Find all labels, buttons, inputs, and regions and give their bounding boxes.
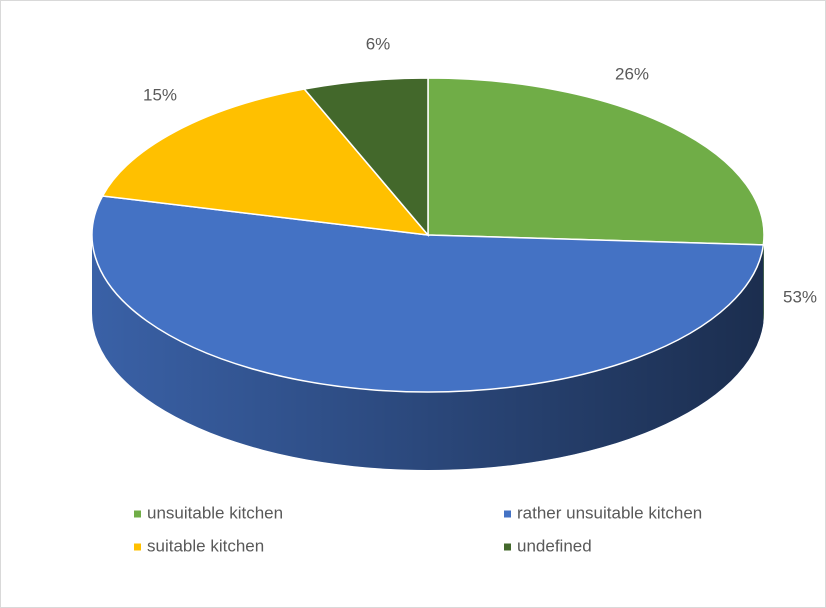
legend-swatch (504, 510, 511, 518)
pie-slice (91, 195, 765, 393)
pie-slice (427, 77, 765, 246)
legend-swatch (134, 543, 141, 551)
data-label: 6% (366, 34, 391, 53)
pie-slice (101, 88, 430, 236)
legend-label: suitable kitchen (147, 536, 264, 555)
data-label: 53% (783, 287, 817, 306)
legend-label: rather unsuitable kitchen (517, 503, 702, 522)
legend-swatch (134, 510, 141, 518)
side-shade (92, 235, 764, 470)
legend-swatch (504, 543, 511, 551)
legend-label: undefined (517, 536, 592, 555)
legend-label: unsuitable kitchen (147, 503, 283, 522)
data-label: 15% (143, 85, 177, 104)
data-label: 26% (615, 64, 649, 83)
pie-slice (302, 77, 429, 238)
side-shade (763, 235, 764, 323)
